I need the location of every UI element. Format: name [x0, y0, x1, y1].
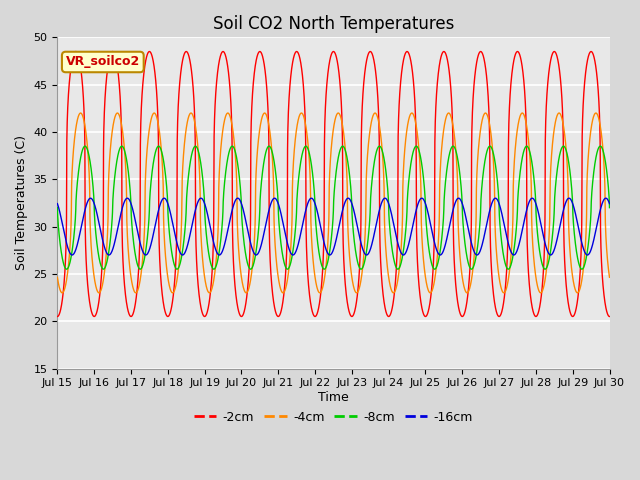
X-axis label: Time: Time [318, 391, 349, 404]
Title: Soil CO2 North Temperatures: Soil CO2 North Temperatures [212, 15, 454, 33]
Legend: -2cm, -4cm, -8cm, -16cm: -2cm, -4cm, -8cm, -16cm [189, 406, 478, 429]
Text: VR_soilco2: VR_soilco2 [66, 56, 140, 69]
Y-axis label: Soil Temperatures (C): Soil Temperatures (C) [15, 135, 28, 270]
